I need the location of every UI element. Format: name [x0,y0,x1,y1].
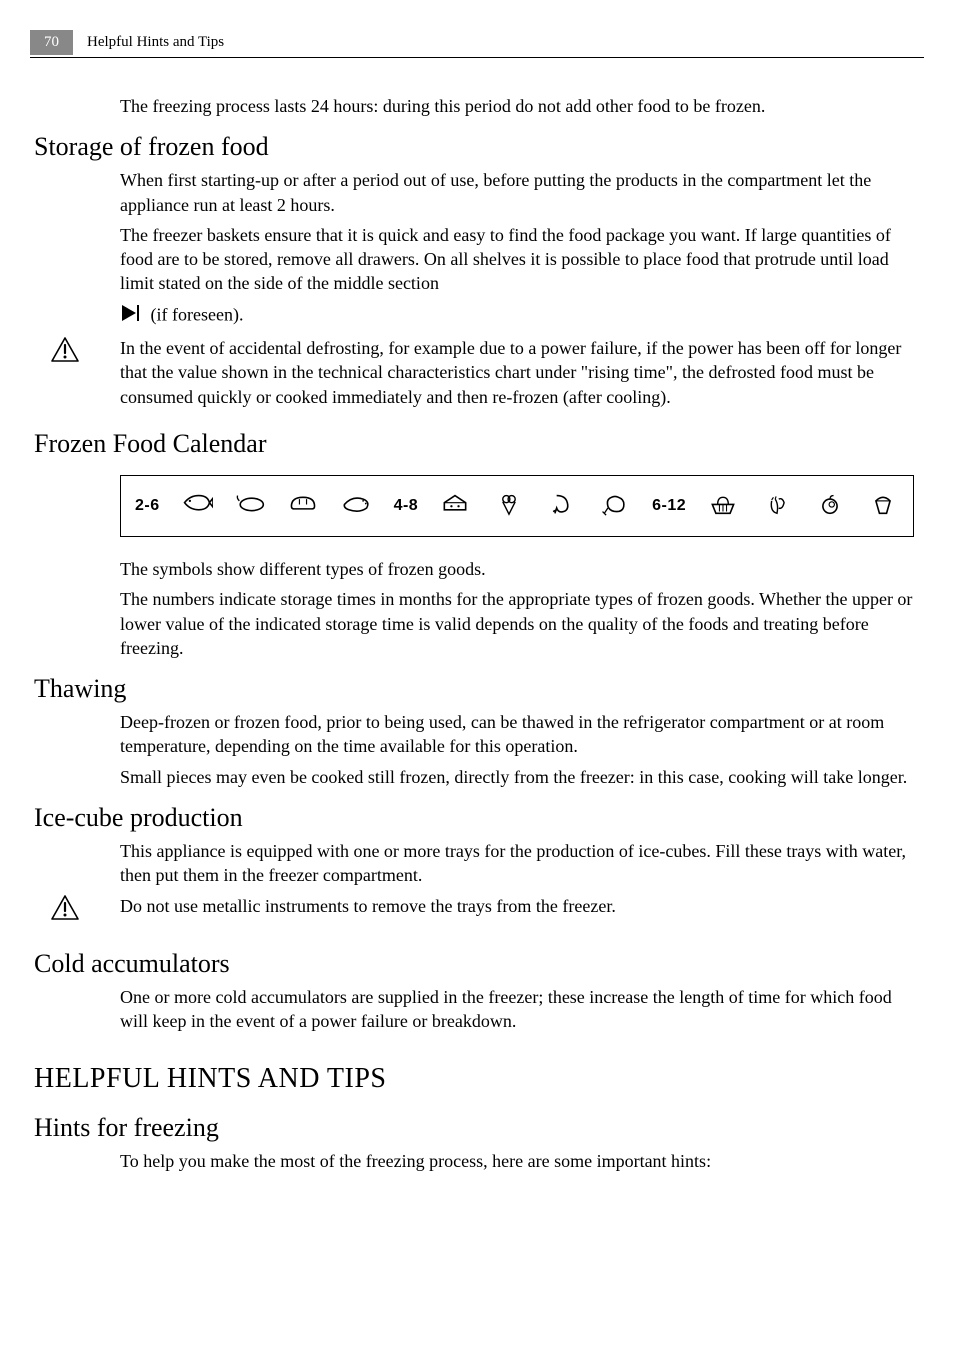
storage-warning-row: In the event of accidental defrosting, f… [30,336,924,409]
calendar-range-1: 2-6 [135,497,160,515]
icecream-icon [493,492,525,520]
page-header: 70 Helpful Hints and Tips [30,30,924,58]
freezing-process-text: The freezing process lasts 24 hours: dur… [120,94,914,118]
thawing-p2: Small pieces may even be cooked still fr… [120,765,914,789]
storage-p1: When first starting-up or after a period… [120,168,914,217]
page-number: 70 [30,30,73,55]
warning-icon [50,336,80,364]
storage-heading: Storage of frozen food [34,132,924,162]
thawing-p1: Deep-frozen or frozen food, prior to bei… [120,710,914,759]
calendar-box: 2-6 4-8 6-12 [120,475,914,537]
main-heading: HELPFUL HINTS AND TIPS [34,1063,924,1095]
fruit-icon [814,492,846,520]
seafood-icon [234,492,266,520]
basket-icon [707,492,739,520]
ice-warning-row: Do not use metallic instruments to remov… [30,894,924,927]
calendar-range-2: 4-8 [394,497,419,515]
bread-icon [287,492,319,520]
ice-heading: Ice-cube production [34,803,924,833]
cold-heading: Cold accumulators [34,949,924,979]
ice-p1: This appliance is equipped with one or m… [120,839,914,888]
vegetables-icon [761,492,793,520]
ice-warning-text: Do not use metallic instruments to remov… [120,894,924,918]
cold-p1: One or more cold accumulators are suppli… [120,985,914,1034]
calendar-range-3: 6-12 [652,497,686,515]
sausage-icon [340,492,372,520]
play-icon [120,302,146,330]
hints-p1: To help you make the most of the freezin… [120,1149,914,1173]
fish-icon [181,492,213,520]
storage-p2: The freezer baskets ensure that it is qu… [120,223,914,296]
cheese-icon [439,492,471,520]
header-title: Helpful Hints and Tips [87,34,224,51]
storage-warning-text: In the event of accidental defrosting, f… [120,336,924,409]
calendar-heading: Frozen Food Calendar [34,429,924,459]
calendar-p1: The symbols show different types of froz… [120,557,914,581]
storage-foreseen: (if foreseen). [120,302,914,330]
thawing-heading: Thawing [34,674,924,704]
dessert-icon [867,492,899,520]
warning-icon [50,894,80,922]
foreseen-text: (if foreseen). [151,304,244,324]
calendar-p2: The numbers indicate storage times in mo… [120,587,914,660]
hints-heading: Hints for freezing [34,1113,924,1143]
meat-icon [546,492,578,520]
poultry-icon [599,492,631,520]
